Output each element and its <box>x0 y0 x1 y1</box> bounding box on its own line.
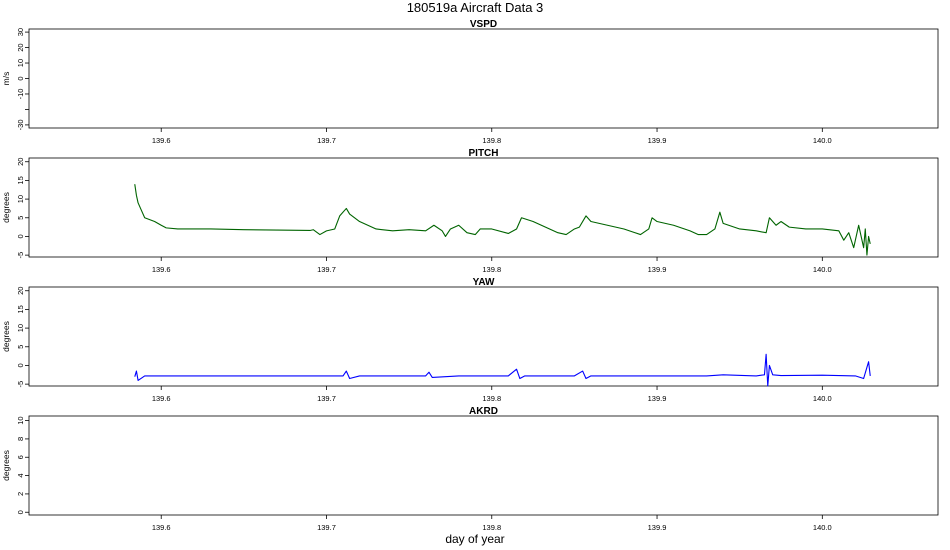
x-tick-label: 139.8 <box>482 136 501 145</box>
x-tick-label: 139.6 <box>152 523 171 532</box>
plot-frame <box>28 28 939 129</box>
x-tick-label: 139.9 <box>648 265 667 274</box>
x-tick-label: 139.7 <box>317 394 336 403</box>
panel-yaw: YAW degrees -5 0 5 10 15 20 139.6 139.7 139.8 139.9… <box>1 277 939 403</box>
plot-frame <box>28 415 939 516</box>
x-tick-label: 140.0 <box>813 394 832 403</box>
x-tick-label: 139.9 <box>648 523 667 532</box>
y-axis-label: m/s <box>1 72 11 86</box>
y-tick-label: 10 <box>16 416 25 424</box>
y-tick-label: -5 <box>16 381 25 388</box>
panel-pitch: PITCH degrees -5 0 5 10 15 20 139.6 139.7 139.8 139… <box>1 148 939 274</box>
y-tick-label: 20 <box>16 43 25 51</box>
y-tick-label: 6 <box>16 455 25 459</box>
x-tick-label: 139.9 <box>648 136 667 145</box>
x-tick-label: 139.8 <box>482 265 501 274</box>
y-tick-label: 10 <box>16 324 25 332</box>
x-tick-label: 139.6 <box>152 394 171 403</box>
y-tick-label: 30 <box>16 28 25 36</box>
y-tick-label: 5 <box>16 216 25 220</box>
panel-title: AKRD <box>469 406 498 417</box>
y-tick-label: 5 <box>16 345 25 349</box>
x-tick-label: 139.8 <box>482 523 501 532</box>
y-tick-label: 4 <box>16 473 25 477</box>
y-tick-label: 15 <box>16 176 25 184</box>
y-tick-label: 0 <box>16 76 25 80</box>
panel-akrd: AKRD degrees 0 2 4 6 8 10 139.6 139.7 139.8 139.9 14… <box>1 406 939 532</box>
plot-frame <box>28 157 939 258</box>
x-tick-label: 139.7 <box>317 265 336 274</box>
y-tick-label: 2 <box>16 492 25 496</box>
x-tick-label: 140.0 <box>813 265 832 274</box>
x-axis-label: day of year <box>445 532 504 546</box>
x-tick-label: 140.0 <box>813 136 832 145</box>
x-tick-label: 140.0 <box>813 523 832 532</box>
x-tick-label: 139.9 <box>648 394 667 403</box>
y-tick-label: 10 <box>16 195 25 203</box>
yaw-series-line <box>134 353 871 387</box>
y-tick-label: 15 <box>16 305 25 313</box>
panel-title: YAW <box>473 277 495 288</box>
panel-title: PITCH <box>469 148 499 159</box>
x-tick-label: 139.7 <box>317 523 336 532</box>
x-tick-label: 139.6 <box>152 265 171 274</box>
figure-title: 180519a Aircraft Data 3 <box>407 0 544 15</box>
y-tick-label: 8 <box>16 437 25 441</box>
plot-frame <box>28 286 939 387</box>
y-axis-label: degrees <box>1 450 11 481</box>
x-tick-label: 139.7 <box>317 136 336 145</box>
panel-vspd: VSPD m/s -30 -10 0 10 20 30 139.6 139.7 139.8 139.9… <box>1 19 939 145</box>
y-tick-label: 0 <box>16 510 25 514</box>
y-tick-label: 20 <box>16 158 25 166</box>
pitch-series-line <box>134 184 871 256</box>
y-tick-label: 0 <box>16 363 25 367</box>
y-axis-label: degrees <box>1 321 11 352</box>
y-axis-label: degrees <box>1 192 11 223</box>
panel-title: VSPD <box>470 19 497 30</box>
x-tick-label: 139.8 <box>482 394 501 403</box>
y-tick-label: -30 <box>16 119 25 130</box>
y-tick-label: 10 <box>16 59 25 67</box>
y-tick-label: 0 <box>16 234 25 238</box>
x-tick-label: 139.6 <box>152 136 171 145</box>
y-tick-label: -5 <box>16 252 25 259</box>
y-tick-label: 20 <box>16 287 25 295</box>
y-tick-label: -10 <box>16 89 25 100</box>
